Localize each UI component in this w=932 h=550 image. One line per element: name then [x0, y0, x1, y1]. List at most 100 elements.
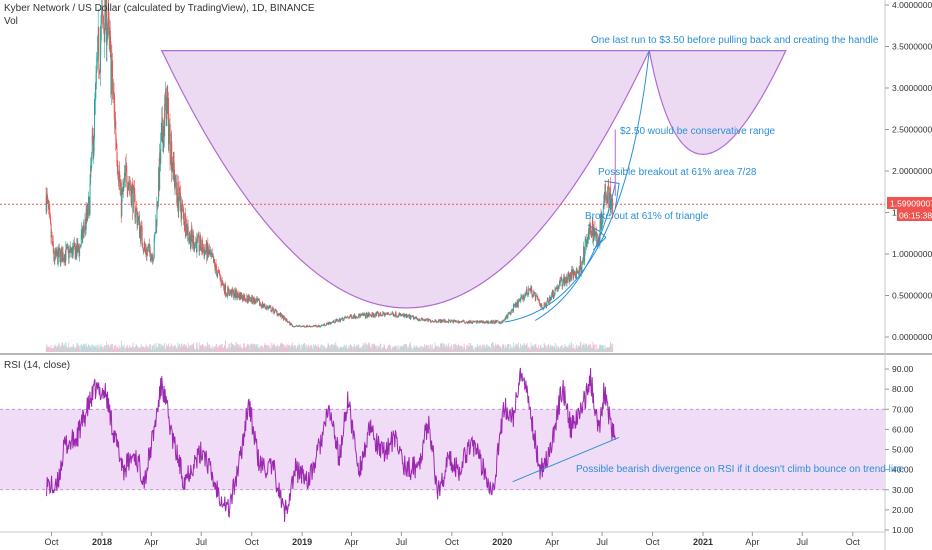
candle-body	[225, 284, 226, 295]
handle-shape[interactable]	[648, 50, 787, 155]
candle-body	[517, 301, 519, 308]
cup-shape[interactable]	[160, 50, 651, 309]
candle-body	[488, 322, 490, 323]
volume-bar	[132, 346, 134, 352]
volume-bar	[597, 349, 599, 352]
candle-body	[610, 206, 612, 210]
candle-body	[489, 322, 491, 324]
time-axis-ticks[interactable]: Oct 2018 Apr Jul Oct 2019 Apr Jul Oct 2020 Apr Jul O…	[45, 532, 861, 547]
rsi-axis-ticks[interactable]: 10.0020.0030.0040.0050.0060.0070.0080.00…	[885, 364, 914, 535]
volume-bar	[426, 344, 428, 352]
volume-bar	[598, 347, 600, 352]
volume-bar	[491, 350, 493, 352]
annotation-triangle-note[interactable]: Broke out at 61% of triangle	[585, 211, 709, 222]
volume-bar	[559, 348, 561, 352]
rsi-tick-label: 70.00	[892, 404, 914, 414]
volume-bar	[249, 349, 251, 352]
candle-body	[149, 251, 151, 261]
candle-body	[360, 314, 362, 315]
volume-bar	[305, 350, 307, 352]
candle-body	[157, 201, 159, 208]
volume-bar	[492, 342, 494, 352]
candle-body	[109, 30, 111, 42]
candle-body	[357, 317, 359, 318]
volume-bar	[584, 347, 586, 352]
volume-bar	[76, 342, 78, 352]
triangle-lower-line[interactable]	[592, 237, 607, 251]
candle-body	[244, 295, 246, 300]
inner-support-curve[interactable]	[534, 183, 616, 321]
volume-bar	[399, 349, 401, 352]
volume-bar	[529, 350, 531, 352]
candle-body	[80, 244, 82, 247]
volume-bar	[78, 345, 80, 352]
candle-body	[292, 326, 294, 327]
annotation-breakout-note[interactable]: Possible breakout at 61% area 7/28	[598, 167, 757, 178]
volume-bar	[226, 348, 228, 352]
volume-bar	[154, 349, 156, 352]
volume-bar	[214, 346, 216, 352]
candle-body	[479, 321, 481, 322]
volume-bar	[531, 347, 532, 352]
volume-bar	[138, 347, 140, 352]
candle-body	[442, 319, 444, 323]
candle-body	[494, 322, 496, 324]
candle-body	[483, 321, 485, 323]
volume-bar	[148, 346, 150, 352]
candle-body	[409, 315, 411, 320]
volume-bar	[232, 343, 234, 352]
volume-bar	[469, 346, 471, 352]
candle-body	[506, 315, 508, 319]
volume-bar	[312, 344, 314, 352]
volume-bar	[567, 347, 569, 352]
candle-body	[100, 42, 101, 73]
volume-bar	[198, 342, 200, 352]
candle-body	[97, 36, 99, 61]
volume-bar	[424, 346, 426, 352]
candle-body	[546, 301, 548, 307]
candle-body	[216, 269, 218, 277]
volume-bar	[49, 348, 51, 352]
candle-body	[119, 182, 121, 186]
volume-bar	[74, 348, 76, 352]
triangle-upper-line[interactable]	[587, 224, 607, 238]
volume-bar	[74, 349, 76, 352]
candle-body	[366, 313, 367, 314]
rsi-trendline-segment[interactable]	[512, 436, 620, 483]
volume-bar	[325, 347, 327, 352]
volume-bar	[487, 344, 489, 352]
volume-bar	[496, 346, 498, 352]
rsi-trendline[interactable]	[512, 436, 620, 483]
annotation-divergence-note[interactable]: Possible bearish divergence on RSI if it…	[576, 464, 905, 475]
candle-body	[394, 315, 396, 317]
volume-bar	[63, 347, 65, 352]
candle-body	[529, 289, 531, 291]
volume-bar	[306, 346, 308, 352]
candle-body	[200, 249, 202, 251]
candle-body	[421, 317, 423, 319]
candle-body	[482, 322, 484, 324]
volume-bar	[388, 344, 390, 352]
candle-body	[49, 207, 50, 212]
price-axis-ticks[interactable]: 0.000000000.500000001.000000001.50000000…	[885, 0, 932, 342]
volume-bar	[286, 344, 288, 352]
candle-body	[307, 326, 309, 328]
candle-body	[232, 288, 234, 293]
volume-bar	[240, 347, 242, 352]
candle-body	[377, 312, 379, 313]
breakout-triangle[interactable]	[604, 180, 620, 209]
candle-body	[337, 319, 339, 322]
annotation-conservative-note[interactable]: $2.50 would be conservative range	[620, 126, 776, 137]
candle-body	[57, 251, 59, 265]
candle-body	[415, 316, 417, 318]
cup-and-handle-drawing[interactable]	[160, 50, 787, 309]
annotation-handle-note[interactable]: One last run to $3.50 before pulling bac…	[591, 35, 879, 46]
candle-body	[304, 325, 305, 328]
candle-body	[362, 313, 364, 315]
volume-bar	[191, 345, 192, 352]
volume-bar	[434, 348, 435, 352]
triangle-drawing[interactable]	[504, 50, 650, 323]
candle-body	[469, 320, 470, 324]
volume-bar	[474, 347, 476, 352]
